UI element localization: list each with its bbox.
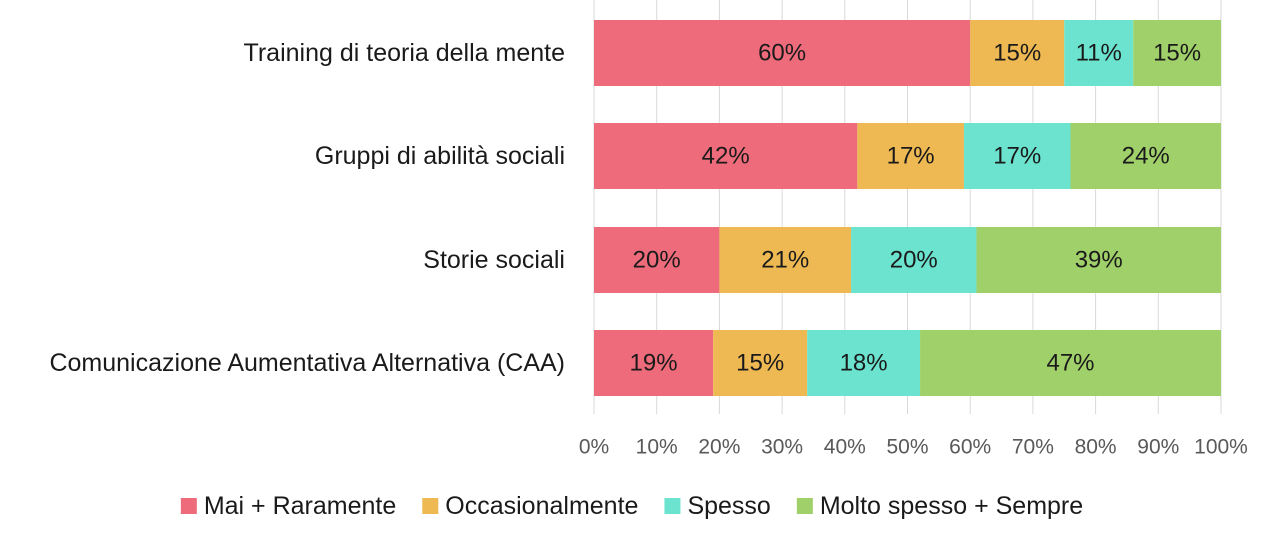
category-labels: Training di teoria della mente Gruppi di …: [49, 39, 565, 377]
bar-segment: [719, 227, 852, 293]
data-label: 39%: [1075, 247, 1123, 274]
category-label: Gruppi di abilità sociali: [315, 142, 565, 170]
data-label: 47%: [1046, 350, 1094, 377]
category-label: Storie sociali: [423, 246, 565, 274]
bar-segment: [713, 330, 808, 396]
bar-segment: [1070, 123, 1221, 189]
legend-swatch: [422, 498, 439, 514]
x-tick-label: 40%: [824, 436, 866, 459]
bar-segment: [1064, 20, 1134, 86]
category-label: Training di teoria della mente: [244, 39, 565, 67]
bar-segment: [963, 123, 1071, 189]
bar-segment: [594, 20, 971, 86]
data-label: 20%: [633, 247, 681, 274]
category-label: Comunicazione Aumentativa Alternativa (C…: [49, 349, 565, 377]
legend-swatch: [796, 498, 813, 514]
legend-label: Mai + Raramente: [204, 492, 396, 520]
legend-item: Occasionalmente: [422, 492, 638, 520]
bars: 60% 15% 11% 15% 42% 17% 17% 24% 20% 21% 20% 39% 19% 1…: [594, 20, 1221, 396]
data-label: 17%: [993, 143, 1041, 170]
data-label: 15%: [736, 350, 784, 377]
bar-segment: [970, 20, 1065, 86]
data-label: 15%: [1153, 40, 1201, 67]
legend-swatch: [664, 498, 681, 514]
x-tick-label: 80%: [1075, 436, 1117, 459]
bar-segment: [1133, 20, 1221, 86]
x-tick-label: 20%: [698, 436, 740, 459]
legend: Mai + Raramente Occasionalmente Spesso Molt…: [180, 492, 1083, 520]
x-tick-label: 90%: [1137, 436, 1179, 459]
bar-segment: [920, 330, 1221, 396]
data-label: 24%: [1122, 143, 1170, 170]
legend-item: Molto spesso + Sempre: [796, 492, 1083, 520]
x-tick-label: 70%: [1012, 436, 1054, 459]
bar-segment: [851, 227, 977, 293]
x-tick-label: 100%: [1194, 436, 1248, 459]
bar-segment: [594, 330, 714, 396]
legend-item: Mai + Raramente: [180, 492, 396, 520]
x-tick-label: 0%: [579, 436, 609, 459]
data-label: 42%: [702, 143, 750, 170]
x-tick-label: 10%: [636, 436, 678, 459]
data-label: 18%: [840, 350, 888, 377]
data-label: 17%: [887, 143, 935, 170]
legend-item: Spesso: [664, 492, 771, 520]
bar-segment: [594, 123, 858, 189]
data-label: 21%: [761, 247, 809, 274]
bar-segment: [594, 227, 720, 293]
bar-segment: [807, 330, 921, 396]
data-label: 19%: [630, 350, 678, 377]
bar-segment: [857, 123, 964, 189]
data-label: 20%: [890, 247, 938, 274]
legend-label: Occasionalmente: [445, 492, 638, 520]
bar-segment: [976, 227, 1221, 293]
x-tick-label: 50%: [886, 436, 928, 459]
x-tick-label: 60%: [949, 436, 991, 459]
x-axis-ticks: 0% 10% 20% 30% 40% 50% 60% 70% 80% 90% 100%: [579, 436, 1248, 459]
x-tick-label: 30%: [761, 436, 803, 459]
data-label: 60%: [758, 40, 806, 67]
legend-label: Molto spesso + Sempre: [820, 492, 1083, 520]
data-label: 15%: [993, 40, 1041, 67]
data-label: 11%: [1076, 40, 1122, 67]
legend-swatch: [180, 498, 197, 514]
legend-label: Spesso: [687, 492, 770, 520]
